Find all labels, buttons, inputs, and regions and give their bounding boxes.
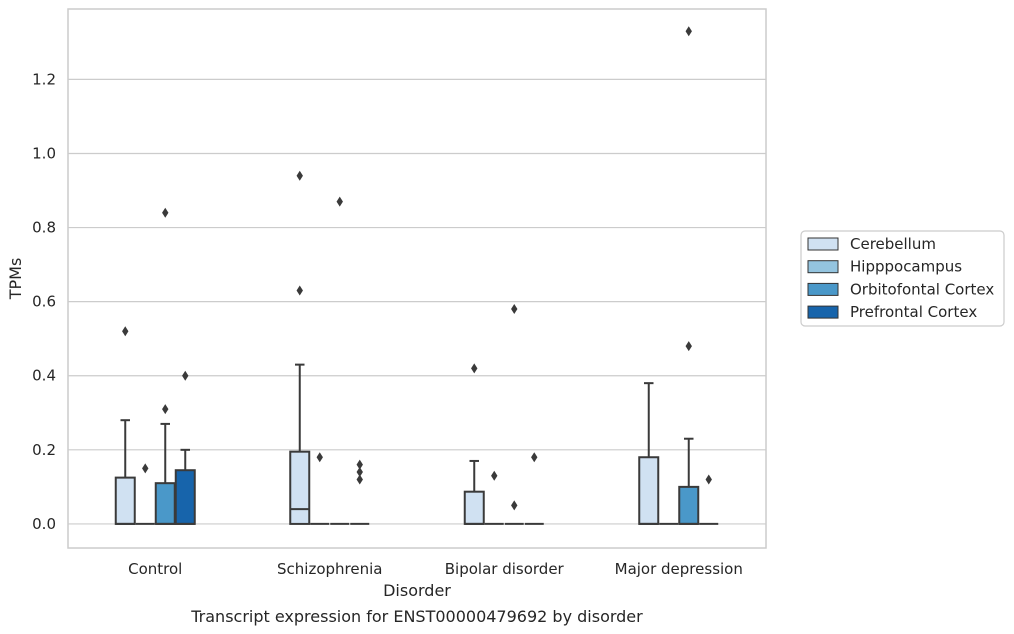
x-tick-label: Control bbox=[128, 560, 182, 578]
axes: 0.0 0.2 0.4 0.6 0.8 1.0 1.2 Control Schizophreni… bbox=[32, 70, 743, 578]
outlier-point bbox=[296, 170, 303, 181]
outlier-point bbox=[316, 452, 323, 463]
legend-label: Hipppocampus bbox=[850, 258, 962, 276]
chart-marks bbox=[114, 26, 719, 525]
outlier-point bbox=[122, 326, 129, 337]
legend-swatch bbox=[807, 237, 839, 251]
legend-frame bbox=[800, 230, 1005, 327]
outlier-point bbox=[356, 467, 363, 478]
legend-swatch bbox=[807, 282, 839, 296]
outlier-point bbox=[336, 196, 343, 207]
outlier-point bbox=[162, 404, 169, 415]
legend-swatch bbox=[807, 260, 839, 274]
outlier-point bbox=[296, 285, 303, 296]
y-tick-label: 1.0 bbox=[32, 144, 56, 162]
outlier-point bbox=[356, 459, 363, 470]
outlier-point bbox=[182, 370, 189, 381]
legend-label: Prefrontal Cortex bbox=[850, 303, 977, 321]
outlier-point bbox=[162, 207, 169, 218]
box-body bbox=[174, 469, 196, 525]
y-tick-label: 0.4 bbox=[32, 367, 56, 385]
gridlines bbox=[68, 78, 766, 525]
legend: Cerebellum Hipppocampus Orbitofontal Corte… bbox=[800, 230, 1005, 327]
y-tick-label: 0.6 bbox=[32, 293, 56, 311]
box-hipppocampus bbox=[484, 470, 504, 525]
outlier-point bbox=[142, 463, 149, 474]
outlier-point bbox=[531, 452, 538, 463]
box-body bbox=[463, 490, 485, 525]
box-hipppocampus bbox=[310, 452, 330, 525]
box-cerebellum bbox=[638, 382, 660, 525]
box-cerebellum bbox=[114, 326, 136, 525]
outlier-point bbox=[356, 474, 363, 485]
outlier-point bbox=[511, 304, 518, 315]
y-tick-label: 0.2 bbox=[32, 441, 56, 459]
legend-label: Cerebellum bbox=[850, 235, 936, 253]
box-orbitofontal-cortex bbox=[504, 304, 524, 525]
outlier-point bbox=[471, 363, 478, 374]
box-cerebellum bbox=[289, 170, 311, 525]
outlier-point bbox=[491, 470, 498, 481]
y-tick-label: 1.2 bbox=[32, 70, 56, 88]
box-prefrontal-cortex bbox=[174, 370, 196, 525]
legend-label: Orbitofontal Cortex bbox=[850, 280, 994, 298]
plot-frame bbox=[67, 8, 767, 549]
box-body bbox=[154, 482, 176, 525]
outlier-point bbox=[685, 341, 692, 352]
box-body bbox=[114, 476, 136, 525]
box-body bbox=[638, 456, 660, 525]
y-tick-label: 0.0 bbox=[32, 515, 56, 533]
y-tick-label: 0.8 bbox=[32, 219, 56, 237]
x-tick-label: Major depression bbox=[615, 560, 743, 578]
box-cerebellum bbox=[463, 363, 485, 525]
box-orbitofontal-cortex bbox=[678, 26, 700, 525]
box-prefrontal-cortex bbox=[524, 452, 544, 525]
legend-swatch bbox=[807, 305, 839, 319]
box-prefrontal-cortex bbox=[350, 459, 370, 525]
x-tick-label: Bipolar disorder bbox=[445, 560, 565, 578]
box-hipppocampus bbox=[135, 463, 155, 525]
outlier-point bbox=[685, 26, 692, 37]
outlier-point bbox=[511, 500, 518, 511]
box-orbitofontal-cortex bbox=[330, 196, 350, 525]
y-axis-label: TPMs bbox=[6, 258, 25, 301]
x-axis-label: Disorder bbox=[383, 581, 451, 600]
chart-title: Transcript expression for ENST0000047969… bbox=[190, 607, 643, 626]
x-tick-label: Schizophrenia bbox=[277, 560, 382, 578]
box-orbitofontal-cortex bbox=[154, 207, 176, 525]
box-body bbox=[289, 450, 311, 525]
box-prefrontal-cortex bbox=[699, 474, 719, 525]
outlier-point bbox=[705, 474, 712, 485]
box-body bbox=[678, 485, 700, 525]
